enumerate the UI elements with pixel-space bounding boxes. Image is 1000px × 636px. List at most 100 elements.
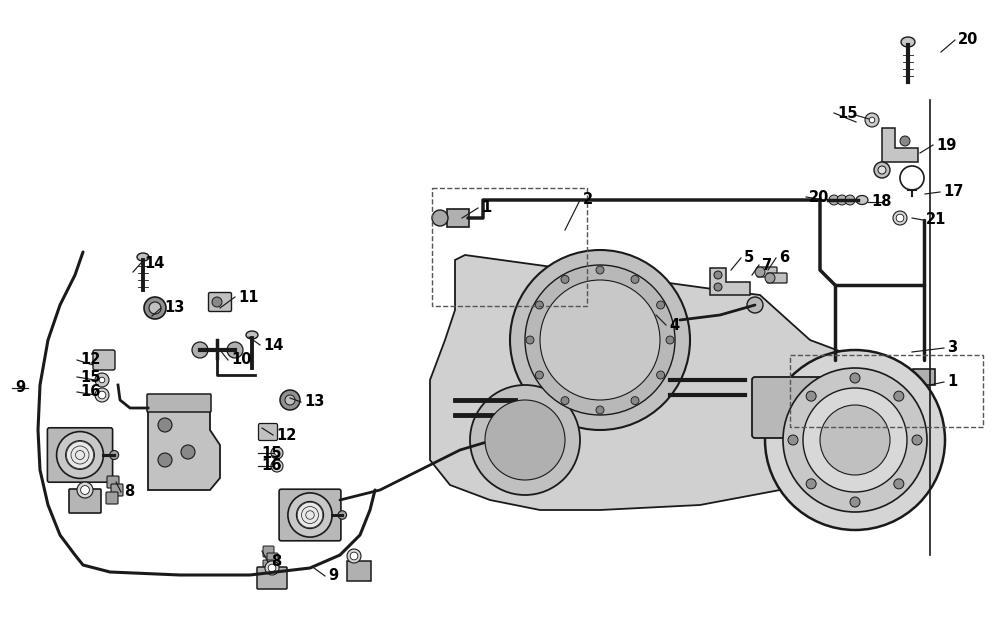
- Circle shape: [806, 479, 816, 489]
- Circle shape: [95, 373, 109, 387]
- Ellipse shape: [288, 493, 332, 537]
- Ellipse shape: [137, 253, 149, 261]
- FancyBboxPatch shape: [69, 489, 101, 513]
- Ellipse shape: [246, 331, 258, 339]
- Circle shape: [540, 280, 660, 400]
- Circle shape: [274, 463, 280, 469]
- FancyBboxPatch shape: [263, 546, 274, 557]
- Text: 19: 19: [936, 137, 956, 153]
- Circle shape: [657, 301, 665, 309]
- Circle shape: [666, 336, 674, 344]
- Text: 16: 16: [261, 459, 281, 473]
- Circle shape: [485, 400, 565, 480]
- Circle shape: [783, 368, 927, 512]
- Circle shape: [432, 210, 448, 226]
- FancyBboxPatch shape: [258, 424, 278, 441]
- Circle shape: [98, 391, 106, 399]
- FancyBboxPatch shape: [93, 350, 115, 370]
- Circle shape: [265, 561, 279, 575]
- Circle shape: [535, 371, 543, 379]
- Circle shape: [470, 385, 580, 495]
- Text: 10: 10: [231, 352, 252, 368]
- FancyBboxPatch shape: [257, 567, 287, 589]
- FancyBboxPatch shape: [106, 492, 118, 504]
- Circle shape: [510, 250, 690, 430]
- Circle shape: [850, 497, 860, 507]
- Circle shape: [896, 214, 904, 222]
- Text: 6: 6: [779, 251, 789, 265]
- Circle shape: [893, 211, 907, 225]
- Text: 1: 1: [947, 375, 957, 389]
- Circle shape: [181, 445, 195, 459]
- Text: 4: 4: [669, 317, 679, 333]
- Circle shape: [755, 267, 765, 277]
- Circle shape: [900, 370, 914, 384]
- Ellipse shape: [57, 432, 103, 478]
- FancyBboxPatch shape: [752, 377, 823, 438]
- Circle shape: [788, 435, 798, 445]
- Text: 7: 7: [762, 258, 772, 272]
- Circle shape: [158, 418, 172, 432]
- FancyBboxPatch shape: [447, 209, 469, 227]
- Circle shape: [865, 113, 879, 127]
- Circle shape: [633, 301, 647, 315]
- Circle shape: [878, 166, 886, 174]
- Ellipse shape: [856, 195, 868, 205]
- FancyBboxPatch shape: [913, 369, 935, 385]
- Circle shape: [149, 302, 161, 314]
- Circle shape: [657, 371, 665, 379]
- Text: 15: 15: [837, 106, 858, 120]
- Circle shape: [820, 405, 890, 475]
- Text: 12: 12: [80, 352, 100, 368]
- Circle shape: [192, 342, 208, 358]
- Text: 11: 11: [238, 289, 258, 305]
- Text: 5: 5: [744, 251, 754, 265]
- Text: 15: 15: [261, 445, 282, 460]
- Ellipse shape: [901, 37, 915, 47]
- Text: 12: 12: [276, 427, 296, 443]
- Circle shape: [77, 482, 93, 498]
- Circle shape: [845, 195, 855, 205]
- Circle shape: [275, 450, 279, 455]
- FancyBboxPatch shape: [757, 267, 777, 277]
- Circle shape: [268, 564, 276, 572]
- Text: 2: 2: [583, 193, 593, 207]
- Ellipse shape: [296, 501, 324, 529]
- Circle shape: [631, 397, 639, 404]
- Text: 21: 21: [926, 212, 946, 228]
- Circle shape: [227, 342, 243, 358]
- Circle shape: [525, 265, 675, 415]
- Circle shape: [158, 453, 172, 467]
- Text: 8: 8: [124, 485, 134, 499]
- Text: 3: 3: [947, 340, 957, 356]
- Circle shape: [212, 297, 222, 307]
- Text: 9: 9: [15, 380, 25, 396]
- FancyBboxPatch shape: [263, 560, 274, 571]
- Circle shape: [765, 350, 945, 530]
- FancyBboxPatch shape: [767, 273, 787, 283]
- Polygon shape: [148, 408, 220, 490]
- Text: 16: 16: [80, 385, 100, 399]
- Circle shape: [714, 283, 722, 291]
- Text: 15: 15: [80, 370, 100, 385]
- Circle shape: [765, 273, 775, 283]
- Text: 1: 1: [481, 200, 491, 216]
- Circle shape: [526, 336, 534, 344]
- Circle shape: [285, 395, 295, 405]
- FancyBboxPatch shape: [347, 561, 371, 581]
- FancyBboxPatch shape: [111, 484, 123, 496]
- Circle shape: [631, 275, 639, 284]
- Circle shape: [350, 552, 358, 560]
- Circle shape: [900, 136, 910, 146]
- Ellipse shape: [66, 441, 94, 469]
- Circle shape: [714, 271, 722, 279]
- Circle shape: [663, 309, 677, 323]
- Text: 18: 18: [871, 195, 892, 209]
- Circle shape: [894, 391, 904, 401]
- Text: 8: 8: [271, 555, 281, 569]
- Circle shape: [561, 275, 569, 284]
- Circle shape: [110, 450, 119, 459]
- Text: 20: 20: [958, 32, 978, 48]
- Circle shape: [869, 117, 875, 123]
- Polygon shape: [430, 255, 870, 510]
